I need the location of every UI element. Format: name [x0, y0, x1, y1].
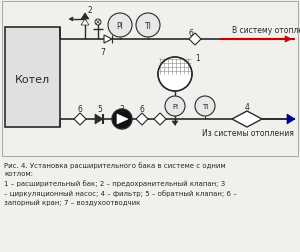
Text: 5: 5 — [98, 105, 102, 114]
Text: TI: TI — [145, 21, 152, 30]
Text: 2: 2 — [87, 6, 92, 14]
Polygon shape — [81, 20, 89, 26]
Circle shape — [136, 14, 160, 38]
Bar — [5, 28, 60, 128]
Circle shape — [158, 58, 192, 92]
Bar — [2, 2, 298, 156]
Circle shape — [95, 20, 101, 26]
Text: 3: 3 — [120, 104, 124, 113]
Circle shape — [112, 110, 132, 130]
Text: PI: PI — [117, 21, 123, 30]
Circle shape — [165, 97, 185, 116]
Polygon shape — [189, 34, 201, 46]
Text: 4: 4 — [244, 103, 249, 112]
Text: 6: 6 — [140, 105, 144, 114]
Polygon shape — [117, 115, 128, 124]
Text: 1: 1 — [195, 53, 200, 62]
Polygon shape — [154, 114, 166, 125]
Text: 6: 6 — [78, 105, 82, 114]
Text: Рис. 4. Установка расширительного бака в системе с одним
котлом:
1 – расширитель: Рис. 4. Установка расширительного бака в… — [4, 161, 237, 205]
Polygon shape — [69, 18, 73, 22]
Polygon shape — [172, 121, 178, 125]
Polygon shape — [81, 14, 89, 20]
Polygon shape — [232, 112, 262, 128]
Polygon shape — [136, 114, 148, 125]
Text: В систему отопления: В систему отопления — [232, 26, 300, 35]
Polygon shape — [95, 115, 103, 124]
Polygon shape — [74, 114, 86, 125]
Text: 7: 7 — [100, 48, 105, 57]
Polygon shape — [104, 36, 112, 44]
Circle shape — [195, 97, 215, 116]
Text: Котел: Котел — [14, 75, 50, 85]
Text: Из системы отопления: Из системы отопления — [202, 129, 294, 138]
Circle shape — [108, 14, 132, 38]
Text: 6: 6 — [189, 28, 194, 37]
Text: TI: TI — [202, 104, 208, 110]
Text: PI: PI — [172, 104, 178, 110]
Polygon shape — [287, 115, 295, 124]
